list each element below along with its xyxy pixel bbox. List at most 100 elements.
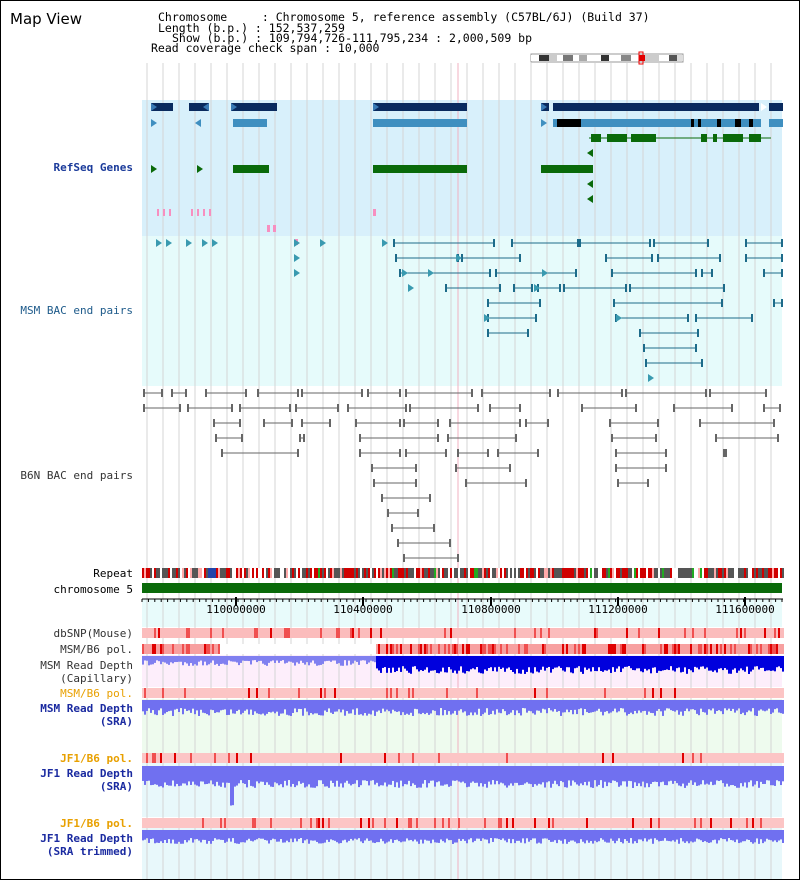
track-label-msm-read-depth-sra[interactable]: MSM Read Depth (SRA) bbox=[40, 702, 133, 728]
read-depth-bar bbox=[614, 766, 616, 781]
read-depth-bar bbox=[470, 766, 472, 783]
repeat-segment bbox=[164, 568, 166, 578]
polymorphism-cell bbox=[180, 753, 182, 763]
b6n-bac-pair-end bbox=[185, 389, 187, 397]
polymorphism-cell bbox=[338, 628, 340, 638]
polymorphism-cell bbox=[366, 644, 368, 654]
polymorphism-cell bbox=[216, 688, 218, 698]
polymorphism-cell bbox=[546, 688, 548, 698]
repeat-segment bbox=[450, 568, 452, 578]
track-label-msm-read-depth-capillary[interactable]: MSM Read Depth (Capillary) bbox=[40, 659, 133, 685]
polymorphism-cell bbox=[230, 688, 232, 698]
read-depth-bar bbox=[266, 656, 268, 666]
msm-bac-pair-end bbox=[519, 254, 521, 262]
polymorphism-cell bbox=[692, 818, 694, 828]
polymorphism-cell bbox=[278, 644, 280, 654]
polymorphism-cell bbox=[484, 753, 486, 763]
polymorphism-cell bbox=[194, 753, 196, 763]
polymorphism-cell bbox=[160, 753, 162, 763]
polymorphism-cell bbox=[468, 753, 470, 763]
polymorphism-cell bbox=[320, 818, 322, 828]
polymorphism-cell bbox=[560, 753, 562, 763]
b6n-bac-pair-end bbox=[399, 389, 401, 397]
polymorphism-cell bbox=[742, 628, 744, 638]
read-depth-bar bbox=[518, 766, 520, 786]
polymorphism-cell bbox=[600, 644, 602, 654]
repeat-segment bbox=[152, 568, 154, 578]
b6n-bac-pair-end bbox=[609, 419, 611, 427]
track-label-refseq-genes[interactable]: RefSeq Genes bbox=[53, 161, 133, 174]
track-label-b6n-bac-end-pairs[interactable]: B6N BAC end pairs bbox=[20, 469, 133, 482]
polymorphism-cell bbox=[606, 818, 608, 828]
track-label-jf1-b6-pol-2[interactable]: JF1/B6 pol. bbox=[60, 817, 133, 830]
read-depth-bar bbox=[172, 830, 174, 840]
track-label-dbsnp[interactable]: dbSNP(Mouse) bbox=[53, 627, 133, 640]
b6n-bac-pair-end bbox=[777, 434, 779, 442]
repeat-segment bbox=[208, 568, 210, 578]
repeat-segment bbox=[504, 568, 506, 578]
polymorphism-cell bbox=[248, 688, 250, 698]
read-depth-bar bbox=[240, 766, 242, 781]
repeat-segment bbox=[364, 568, 366, 578]
polymorphism-cell bbox=[420, 644, 422, 654]
polymorphism-cell bbox=[530, 753, 532, 763]
polymorphism-cell bbox=[498, 753, 500, 763]
read-depth-bar bbox=[142, 830, 144, 841]
polymorphism-cell bbox=[588, 644, 590, 654]
polymorphism-cell bbox=[492, 753, 494, 763]
repeat-segment bbox=[326, 568, 328, 578]
polymorphism-cell bbox=[482, 753, 484, 763]
read-depth-bar bbox=[606, 656, 608, 671]
polymorphism-cell bbox=[326, 818, 328, 828]
polymorphism-cell bbox=[444, 628, 446, 638]
polymorphism-cell bbox=[766, 753, 768, 763]
b6n-bac-pair-end bbox=[359, 449, 361, 457]
polymorphism-cell bbox=[378, 688, 380, 698]
read-depth-bar bbox=[422, 830, 424, 844]
read-depth-bar bbox=[638, 700, 640, 711]
polymorphism-cell bbox=[464, 688, 466, 698]
b6n-bac-pair-end bbox=[457, 554, 459, 562]
read-depth-bar bbox=[410, 766, 412, 787]
read-depth-bar bbox=[640, 766, 642, 787]
polymorphism-cell bbox=[684, 644, 686, 654]
repeat-segment bbox=[562, 568, 564, 578]
polymorphism-cell bbox=[780, 628, 782, 638]
read-depth-bar bbox=[302, 830, 304, 844]
polymorphism-cell bbox=[392, 818, 394, 828]
read-depth-bar bbox=[722, 766, 724, 784]
read-depth-bar bbox=[722, 656, 724, 671]
polymorphism-cell bbox=[284, 818, 286, 828]
read-depth-bar bbox=[430, 700, 432, 714]
track-label-repeat[interactable]: Repeat bbox=[93, 567, 133, 580]
read-depth-bar bbox=[324, 700, 326, 711]
track-label-jf1-read-depth-sra[interactable]: JF1 Read Depth (SRA) bbox=[40, 767, 133, 793]
track-label-msm-b6-pol-1[interactable]: MSM/B6 pol. bbox=[60, 643, 133, 656]
track-label-msm-bac-end-pairs[interactable]: MSM BAC end pairs bbox=[20, 304, 133, 317]
read-depth-bar bbox=[554, 656, 556, 668]
track-label-msm-b6-pol-2[interactable]: MSM/B6 pol. bbox=[60, 687, 133, 700]
read-depth-bar bbox=[250, 766, 252, 786]
read-depth-bar bbox=[518, 830, 520, 841]
polymorphism-cell bbox=[596, 753, 598, 763]
polymorphism-cell bbox=[766, 688, 768, 698]
read-depth-bar bbox=[286, 700, 288, 715]
read-depth-bar bbox=[154, 700, 156, 715]
polymorphism-cell bbox=[292, 688, 294, 698]
polymorphism-cell bbox=[324, 628, 326, 638]
polymorphism-cell bbox=[724, 628, 726, 638]
track-label-jf1-b6-pol-1[interactable]: JF1/B6 pol. bbox=[60, 752, 133, 765]
track-label-jf1-read-depth-trimmed[interactable]: JF1 Read Depth (SRA trimmed) bbox=[40, 832, 133, 858]
polymorphism-cell bbox=[408, 628, 410, 638]
read-depth-bar bbox=[148, 656, 150, 666]
polymorphism-cell bbox=[232, 753, 234, 763]
polymorphism-cell bbox=[550, 644, 552, 654]
repeat-segment bbox=[748, 568, 750, 578]
ideogram-band bbox=[609, 55, 621, 61]
polymorphism-cell bbox=[298, 688, 300, 698]
read-depth-bar bbox=[284, 830, 286, 843]
polymorphism-cell bbox=[404, 644, 406, 654]
polymorphism-cell bbox=[226, 818, 228, 828]
polymorphism-cell bbox=[362, 644, 364, 654]
